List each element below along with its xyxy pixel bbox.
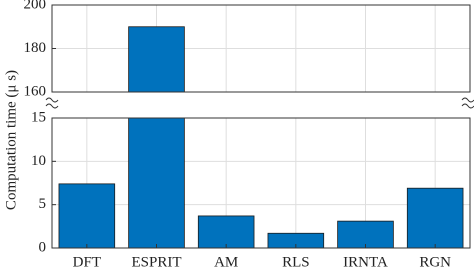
x-tick-label: ESPRIT [131, 254, 181, 270]
plot-frame [51, 4, 471, 93]
axis-break [45, 97, 474, 109]
x-tick-label: IRNTA [343, 254, 388, 270]
bar [406, 187, 464, 249]
x-tick-label: AM [214, 254, 238, 270]
y-tick-label: 160 [24, 83, 47, 99]
y-axis-label: Computation time (μ s) [3, 70, 19, 210]
break-mark-right [461, 97, 474, 109]
y-tick-label: 200 [24, 0, 47, 12]
y-tick-label: 180 [24, 40, 47, 56]
bar [128, 26, 185, 93]
bar [58, 183, 116, 249]
x-tick-label: DFT [73, 254, 101, 270]
bar [197, 215, 255, 249]
plot-frame [51, 117, 471, 249]
break-mark-left [45, 97, 59, 109]
x-tick-label: RLS [282, 254, 310, 270]
y-tick-label: 10 [31, 153, 46, 169]
y-tick-label: 0 [39, 239, 47, 255]
y-tick-label: 15 [31, 109, 46, 125]
x-tick-label: RGN [419, 254, 451, 270]
y-tick-label: 5 [39, 196, 47, 212]
bar [128, 117, 185, 249]
bar [337, 220, 394, 249]
